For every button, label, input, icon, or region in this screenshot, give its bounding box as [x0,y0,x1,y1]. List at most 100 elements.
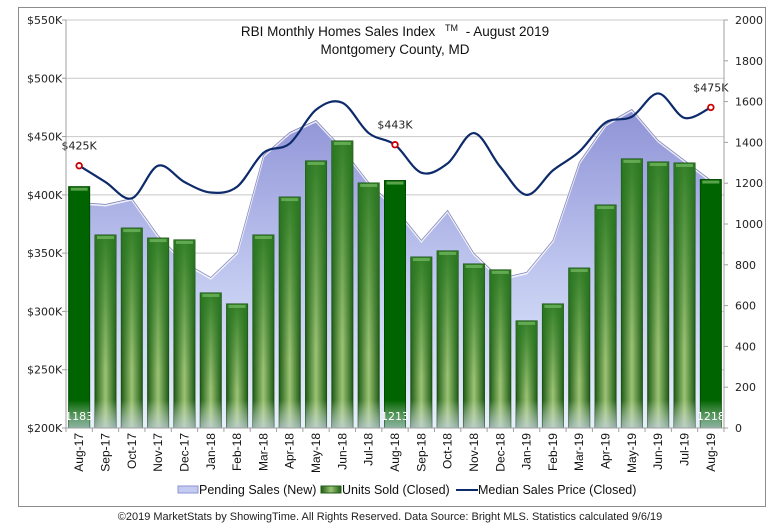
units-sold-bar-shade [358,182,380,428]
units-sold-bar-group [173,239,196,429]
right-axis-tick-label: 1000 [735,218,763,231]
units-sold-bar-base [595,400,617,428]
median-price-data-label: $443K [377,119,413,132]
units-sold-bar-cap [254,236,272,240]
units-sold-bar [384,180,406,429]
x-axis-tick-label: Sep-18 [414,433,428,472]
units-sold-bar-cap [228,304,246,308]
units-sold-bar-base [331,400,353,428]
legend: Pending Sales (New) Units Sold (Closed) … [177,483,636,497]
chart-title-date: - August 2019 [466,24,549,39]
units-sold-bar-base [200,400,222,428]
footer-text: ©2019 MarketStats by ShowingTime. All Ri… [118,511,663,523]
units-sold-bar-cap [96,236,114,240]
units-sold-bar-group [147,237,170,429]
right-axis-tick-label: 1600 [735,96,763,109]
left-axis-tick-label: $350K [27,247,63,260]
left-axis-tick-label: $300K [27,305,63,318]
left-axis-tick-label: $250K [27,364,63,377]
units-sold-bar-cap [386,181,404,185]
median-price-marker [75,162,83,170]
units-sold-bar-base [516,400,538,428]
legend-item-units-sold[interactable]: Units Sold (Closed) [320,483,450,497]
units-sold-data-label: 1183 [65,410,93,423]
left-axis-tick-label: $550K [27,14,63,27]
units-sold-bar-group [620,158,643,429]
x-axis-tick-label: Feb-18 [230,433,244,471]
units-sold-bar-group [436,250,459,429]
x-axis-tick-label: Jan-18 [204,433,218,470]
x-axis-tick-label: Aug-19 [704,433,718,472]
units-sold-bar-shade [437,250,459,428]
left-axis-tick-label: $450K [27,131,63,144]
units-sold-bar-base [700,400,722,428]
units-sold-bar-shade [305,160,327,429]
units-sold-bar-group [199,292,222,429]
right-axis-tick-label: 200 [735,381,756,394]
x-axis-tick-label: May-19 [625,433,639,473]
units-sold-bar-base [489,400,511,428]
units-sold-bar-group [568,267,591,429]
units-sold-bar-shade [410,257,432,428]
units-sold-bar-cap [149,239,167,243]
pending-sales-swatch-icon [177,485,199,494]
units-sold-bar-base [568,400,590,428]
units-sold-bar-cap [623,159,641,163]
units-sold-bar-group [357,182,380,429]
units-sold-bar-shade [568,268,590,428]
units-sold-bar-cap [281,198,299,202]
chart-title-text: RBI Monthly Homes Sales Index [241,24,436,39]
x-axis-tick-label: Jul-19 [678,433,692,466]
units-sold-bar-group [278,196,301,429]
legend-item-pending-sales[interactable]: Pending Sales (New) [177,483,316,497]
units-sold-bar-base [384,400,406,428]
units-sold-bar-base [674,400,696,428]
x-axis-tick-label: May-18 [309,433,323,473]
units-sold-bar-cap [465,264,483,268]
units-sold-bar-group [647,161,670,429]
trademark-mark: TM [445,23,458,33]
units-sold-bar-group [68,186,91,429]
left-axis-tick-label: $200K [27,422,63,435]
x-axis-tick-label: Mar-19 [572,433,586,471]
units-sold-bar-shade [331,140,353,429]
units-sold-bar-shade [279,197,301,428]
units-sold-bar-group [594,204,617,429]
units-sold-data-label: 1213 [381,410,409,423]
x-axis-tick-label: Oct-18 [441,433,455,469]
units-sold-bar-cap [70,187,88,191]
median-price-line-layer: $425K $443K $475K [62,81,729,200]
units-sold-bar-base [173,400,195,428]
units-sold-bar-cap [597,206,615,210]
median-price-data-label: $475K [693,81,729,94]
units-sold-bar-group [541,303,564,429]
legend-label-units-sold: Units Sold (Closed) [342,483,450,497]
units-sold-bar-cap [570,269,588,273]
x-axis-tick-label: Mar-18 [256,433,270,471]
units-sold-bar-group [489,269,512,429]
units-sold-bar-cap [307,161,325,165]
axes: $200K $250K $300K $350K $400K $450K $500K $550K… [27,14,763,473]
right-axis-tick-label: 1200 [735,177,763,190]
x-axis-tick-label: Sep-17 [98,433,112,472]
units-sold-bar-group [515,320,538,429]
units-sold-bar-shade [489,269,511,428]
median-price-data-label: $425K [62,140,98,153]
median-price-marker [707,103,715,112]
units-sold-bar-base [279,400,301,428]
units-sold-bar-cap [175,240,193,244]
chart-title: RBI Monthly Homes Sales Index TM - Augus… [241,19,549,39]
units-sold-bar-group [305,160,328,429]
x-axis-tick-label: Nov-17 [151,433,165,472]
left-axis-tick-label: $400K [27,189,63,202]
median-price-marker [391,141,399,149]
units-sold-bar-cap [333,141,351,145]
units-sold-bar-shade [252,235,274,428]
units-sold-bar-cap [123,229,141,233]
x-axis-tick-label: Oct-17 [125,433,139,469]
units-sold-bar-base [252,400,274,428]
x-axis-tick-label: Apr-18 [283,433,297,469]
units-sold-bar-group [384,180,406,429]
legend-item-median-price[interactable]: Median Sales Price (Closed) [456,483,636,497]
